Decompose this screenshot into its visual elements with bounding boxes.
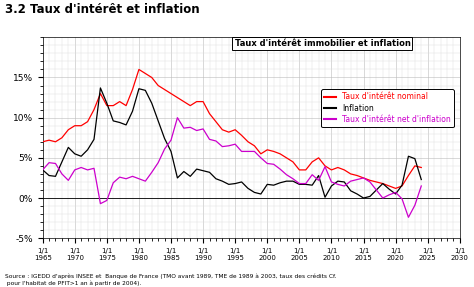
- Text: 3.2 Taux d'intérêt et inflation: 3.2 Taux d'intérêt et inflation: [5, 3, 200, 16]
- Text: Source : IGEDD d'après INSEE et  Banque de France (TMO avant 1989, TME de 1989 à: Source : IGEDD d'après INSEE et Banque d…: [5, 274, 337, 286]
- Legend: Taux d'intérêt nominal, Inflation, Taux d'intérêt net d'inflation: Taux d'intérêt nominal, Inflation, Taux …: [321, 89, 454, 127]
- Text: Taux d'intérêt immobilier et inflation: Taux d'intérêt immobilier et inflation: [235, 39, 410, 48]
